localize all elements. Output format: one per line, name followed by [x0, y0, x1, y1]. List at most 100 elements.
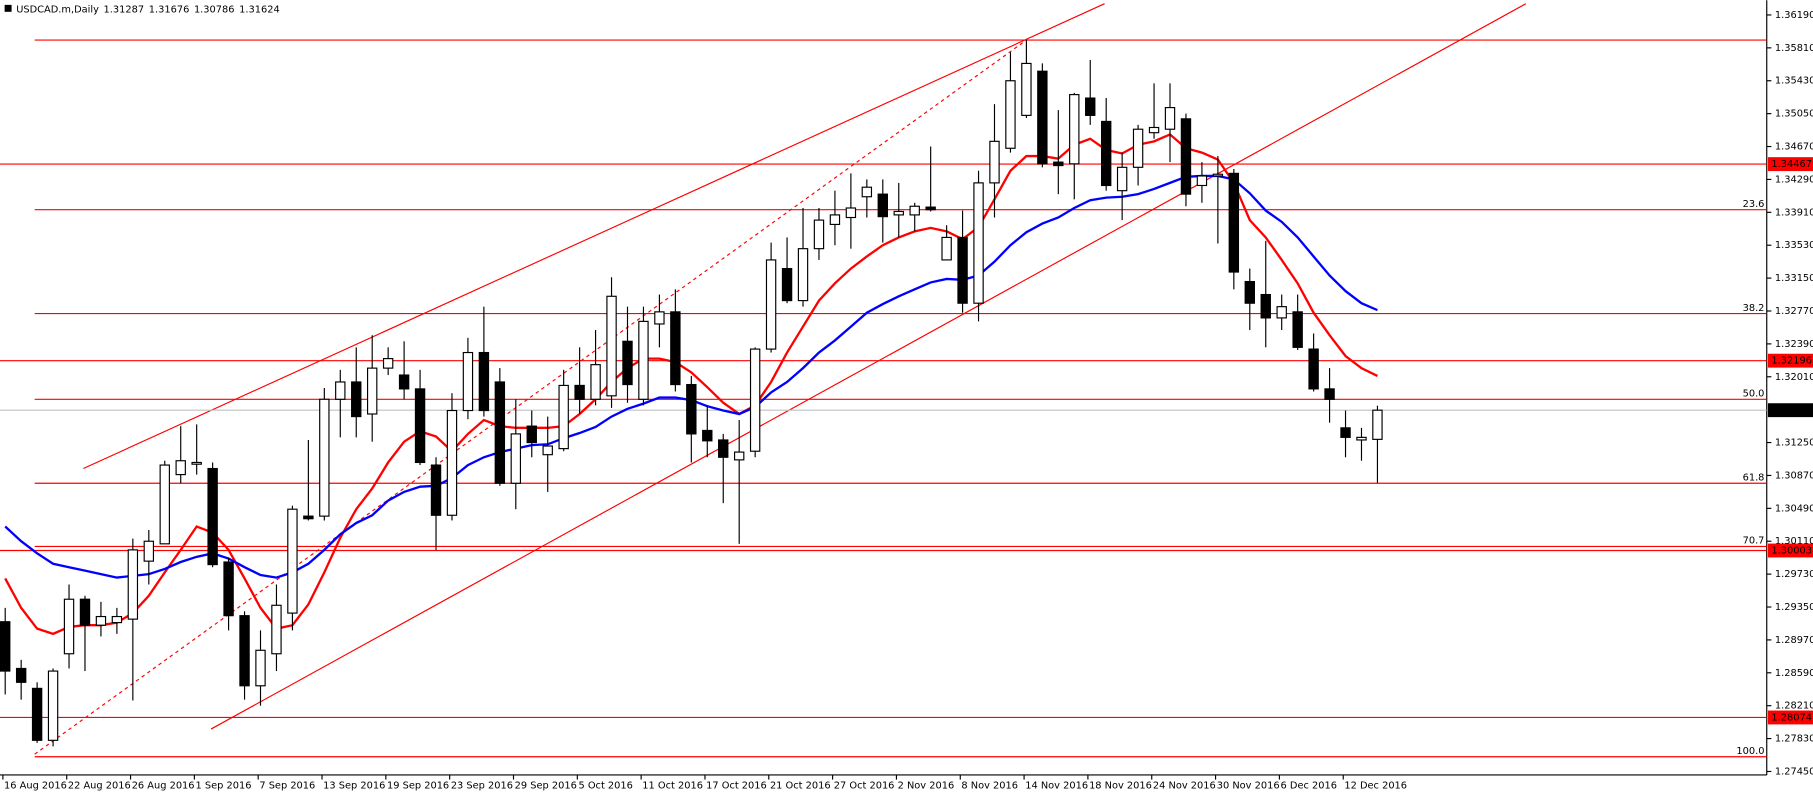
candle-body-down [622, 340, 633, 386]
fib-label: 38.2 [1743, 303, 1765, 314]
candle-body-up [95, 615, 107, 626]
candle-body-down [718, 439, 729, 458]
candle-body-down [207, 467, 218, 566]
fib-label: 23.6 [1743, 199, 1765, 210]
x-tick-label: 8 Nov 2016 [961, 780, 1018, 791]
candle-body-up [813, 219, 825, 250]
y-tick-label: 1.33910 [1775, 207, 1813, 218]
x-tick-label: 2 Nov 2016 [898, 780, 955, 791]
candle-body-down [239, 615, 250, 687]
candle-body-up [542, 445, 553, 456]
y-tick-label: 1.35430 [1775, 76, 1813, 87]
candle-body-up [319, 398, 330, 517]
candle-body-down [1340, 427, 1351, 438]
price-tag-label: 1.30003 [1771, 545, 1812, 556]
candle-body-up [989, 140, 1000, 184]
y-tick-label: 1.34670 [1775, 142, 1813, 153]
x-tick-label: 6 Dec 2016 [1281, 780, 1337, 791]
y-tick-label: 1.28590 [1775, 668, 1813, 679]
y-tick-label: 1.33530 [1775, 240, 1813, 251]
y-tick-label: 1.36190 [1775, 10, 1813, 21]
candle-body-down [1228, 172, 1240, 273]
x-tick-label: 16 Aug 2016 [4, 780, 67, 791]
candle-body-up [47, 670, 59, 741]
price-tag-box [1767, 710, 1813, 725]
candle-body-down [1037, 70, 1048, 165]
x-tick-label: 21 Oct 2016 [770, 780, 831, 791]
candle-body-down [15, 667, 27, 683]
candle-body-down [574, 384, 585, 400]
candle-body-down [781, 267, 793, 302]
header-high: 1.31676 [149, 5, 190, 16]
candle-body-up [462, 351, 474, 412]
candle-body-up [159, 464, 170, 545]
candle-body-down [223, 561, 234, 617]
y-tick-label: 1.29350 [1775, 602, 1813, 613]
candle-body-up [749, 348, 761, 452]
candle-body-down [478, 351, 490, 412]
x-tick-label: 13 Sep 2016 [323, 780, 385, 791]
current-price-tag-box [1767, 403, 1813, 418]
moving-average-line [4, 133, 1378, 636]
price-tag-label: 1.32196 [1771, 356, 1812, 367]
candle-body-up [63, 598, 75, 655]
candle-body-up [829, 214, 841, 226]
candle-body-down [430, 464, 442, 516]
candle-body-up [1164, 107, 1176, 130]
candle-body-up [1116, 166, 1128, 192]
candle-body-down [31, 687, 43, 741]
candle-body-down [925, 206, 936, 211]
header-low: 1.30786 [194, 5, 235, 16]
candle-body-down [351, 381, 362, 418]
candle-body-down [1244, 280, 1255, 304]
candle-body-up [861, 186, 873, 198]
y-tick-label: 1.32010 [1775, 372, 1813, 383]
y-tick-label: 1.27450 [1775, 766, 1813, 777]
header-close: 1.31624 [239, 5, 280, 16]
candle-body-up [1212, 173, 1224, 177]
x-tick-label: 24 Nov 2016 [1153, 780, 1216, 791]
price-tag-box [1767, 353, 1813, 368]
price-tag-label: 1.34467 [1771, 159, 1812, 170]
x-tick-label: 1 Sep 2016 [196, 780, 252, 791]
candle-body-down [686, 383, 697, 435]
y-tick-label: 1.32770 [1775, 306, 1813, 317]
y-tick-label: 1.30110 [1775, 536, 1813, 547]
candle-body-down [494, 381, 506, 484]
candle-body-down [1100, 120, 1112, 187]
candle-body-down [1180, 118, 1192, 195]
candle-body-down [877, 193, 888, 218]
candle-body-up [366, 367, 378, 415]
x-tick-label: 30 Nov 2016 [1217, 780, 1280, 791]
candle-body-down [1292, 311, 1303, 348]
candle-body-down [670, 311, 681, 386]
price-tag-label: 1.28074 [1771, 712, 1812, 723]
candle-body-up [973, 182, 984, 304]
candle-body-up [606, 295, 617, 397]
candle-body-up [558, 384, 569, 450]
candle-body-up [1372, 409, 1383, 440]
header-open: 1.31287 [104, 5, 145, 16]
candle-body-up [175, 460, 186, 476]
fib-label: 61.8 [1743, 472, 1765, 483]
x-tick-label: 19 Sep 2016 [387, 780, 449, 791]
candle-body-up [1021, 62, 1032, 116]
x-tick-label: 23 Sep 2016 [451, 780, 513, 791]
candle-body-down [1085, 97, 1096, 116]
candle-body-up [271, 604, 282, 655]
candle-body-up [765, 259, 777, 350]
plot-area: 23.6 38.2 50.0 61.8 70.7 100.0 [0, 3, 1767, 758]
header: USDCAD.m,Daily 1.31287 1.31676 1.30786 1.316… [16, 5, 280, 16]
y-tick-label: 1.28210 [1775, 701, 1813, 712]
y-tick-label: 1.35050 [1775, 109, 1813, 120]
candle-body-down [1324, 388, 1335, 400]
y-tick-label: 1.30870 [1775, 470, 1813, 481]
trend-line [34, 39, 1027, 755]
candle-body-down [1053, 161, 1064, 167]
candle-body-up [1005, 80, 1016, 149]
y-tick-label: 1.33150 [1775, 273, 1813, 284]
price-tag-box [1767, 543, 1813, 558]
